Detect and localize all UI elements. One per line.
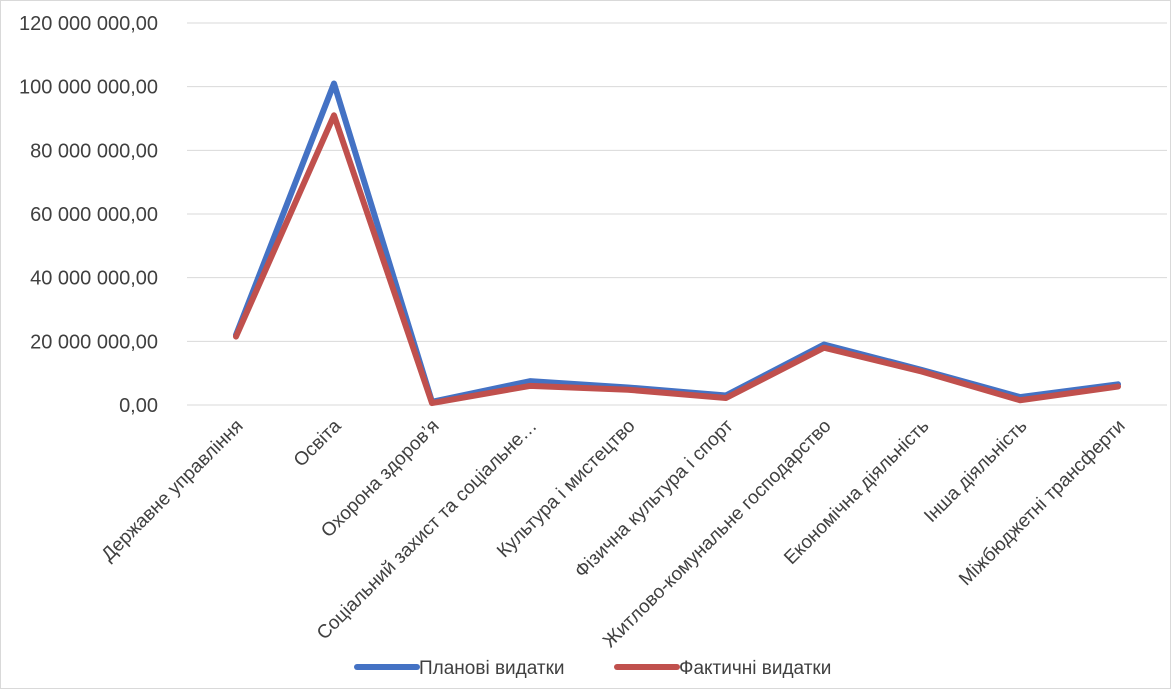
- series-line-1: [233, 80, 1121, 405]
- y-tick-label: 0,00: [119, 395, 158, 417]
- x-tick-label: Фізична культура і спорт: [571, 415, 738, 582]
- x-tick-label: Освіта: [290, 415, 346, 471]
- x-tick-label: Державне управління: [98, 416, 248, 566]
- x-tick-label: Інша діяльність: [920, 416, 1031, 527]
- y-tick-label: 40 000 000,00: [30, 268, 158, 290]
- y-tick-label: 20 000 000,00: [30, 331, 158, 353]
- legend-label-1: Планові видатки: [419, 658, 565, 679]
- gridlines: [187, 22, 1167, 406]
- y-axis-tick-labels: 0,00 20 000 000,00 40 000 000,00 60 000 000…: [19, 13, 158, 417]
- x-tick-label: Міжбюджетні трансферти: [955, 416, 1129, 590]
- legend: Планові видатки Фактичні видатки: [354, 658, 831, 679]
- y-tick-label: 100 000 000,00: [19, 77, 158, 99]
- series-lines: [233, 80, 1121, 407]
- legend-label-2: Фактичні видатки: [679, 658, 831, 679]
- y-tick-label: 80 000 000,00: [30, 140, 158, 162]
- series-line-2: [233, 112, 1121, 407]
- x-tick-label: Соціальний захист та соціальне…: [313, 416, 542, 645]
- y-tick-label: 60 000 000,00: [30, 204, 158, 226]
- y-tick-label: 120 000 000,00: [19, 13, 158, 35]
